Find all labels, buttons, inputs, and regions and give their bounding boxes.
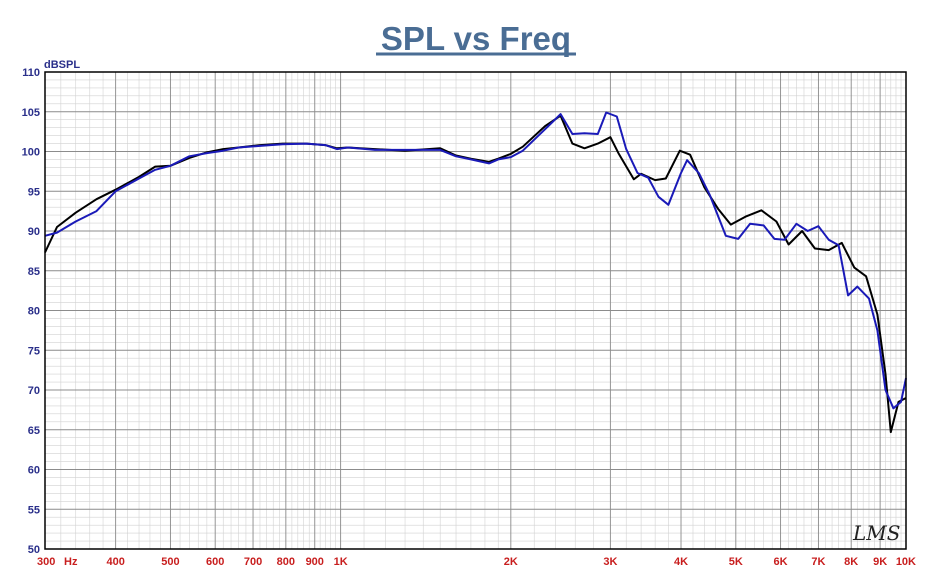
chart-title: SPL vs Freq: [381, 20, 571, 57]
series-line-1: [44, 114, 907, 434]
y-tick-label: 65: [28, 425, 40, 437]
x-tick-label: 600: [206, 556, 224, 568]
x-tick-label: 6K: [774, 556, 788, 568]
lms-watermark: LMS: [852, 521, 900, 545]
y-tick-label: 75: [28, 345, 40, 357]
plot-frame: [44, 71, 907, 550]
y-tick-label: 100: [22, 147, 40, 159]
series-line-2: [44, 111, 907, 410]
x-tick-label: 400: [106, 556, 124, 568]
series-layer: [44, 111, 907, 434]
y-axis-label: dBSPL: [44, 59, 80, 71]
y-tick-label: 50: [28, 544, 40, 556]
y-tick-label: 80: [28, 306, 40, 318]
y-tick-label: 90: [28, 226, 40, 238]
y-tick-label: 95: [28, 186, 40, 198]
x-tick-label: 5K: [729, 556, 743, 568]
y-tick-label: 60: [28, 465, 40, 477]
x-tick-label: 3K: [603, 556, 617, 568]
y-tick-label: 70: [28, 385, 40, 397]
y-tick-label: 110: [22, 67, 40, 79]
x-tick-labels: 300 400 500 600 700 800 900 1K 2K 3K 4K 5K 6K 7K 8K 9K 1…: [37, 556, 916, 568]
x-tick-label: 900: [306, 556, 324, 568]
x-tick-label: 2K: [504, 556, 518, 568]
x-tick-label: 9K: [873, 556, 887, 568]
x-tick-label: 4K: [674, 556, 688, 568]
y-tick-label: 55: [28, 504, 40, 516]
x-unit-label: Hz: [64, 556, 78, 568]
x-tick-label: 7K: [811, 556, 825, 568]
x-tick-label: 8K: [844, 556, 858, 568]
x-tick-label: 300: [37, 556, 55, 568]
x-tick-label: 500: [161, 556, 179, 568]
y-tick-labels: 110 105 100 95 90 85 80 75 70 65 60 55 50: [22, 67, 40, 556]
x-tick-label: 800: [277, 556, 295, 568]
x-tick-label: 10K: [896, 556, 916, 568]
x-tick-label: 1K: [334, 556, 348, 568]
y-tick-label: 85: [28, 266, 40, 278]
y-tick-label: 105: [22, 107, 40, 119]
x-tick-label: 700: [244, 556, 262, 568]
